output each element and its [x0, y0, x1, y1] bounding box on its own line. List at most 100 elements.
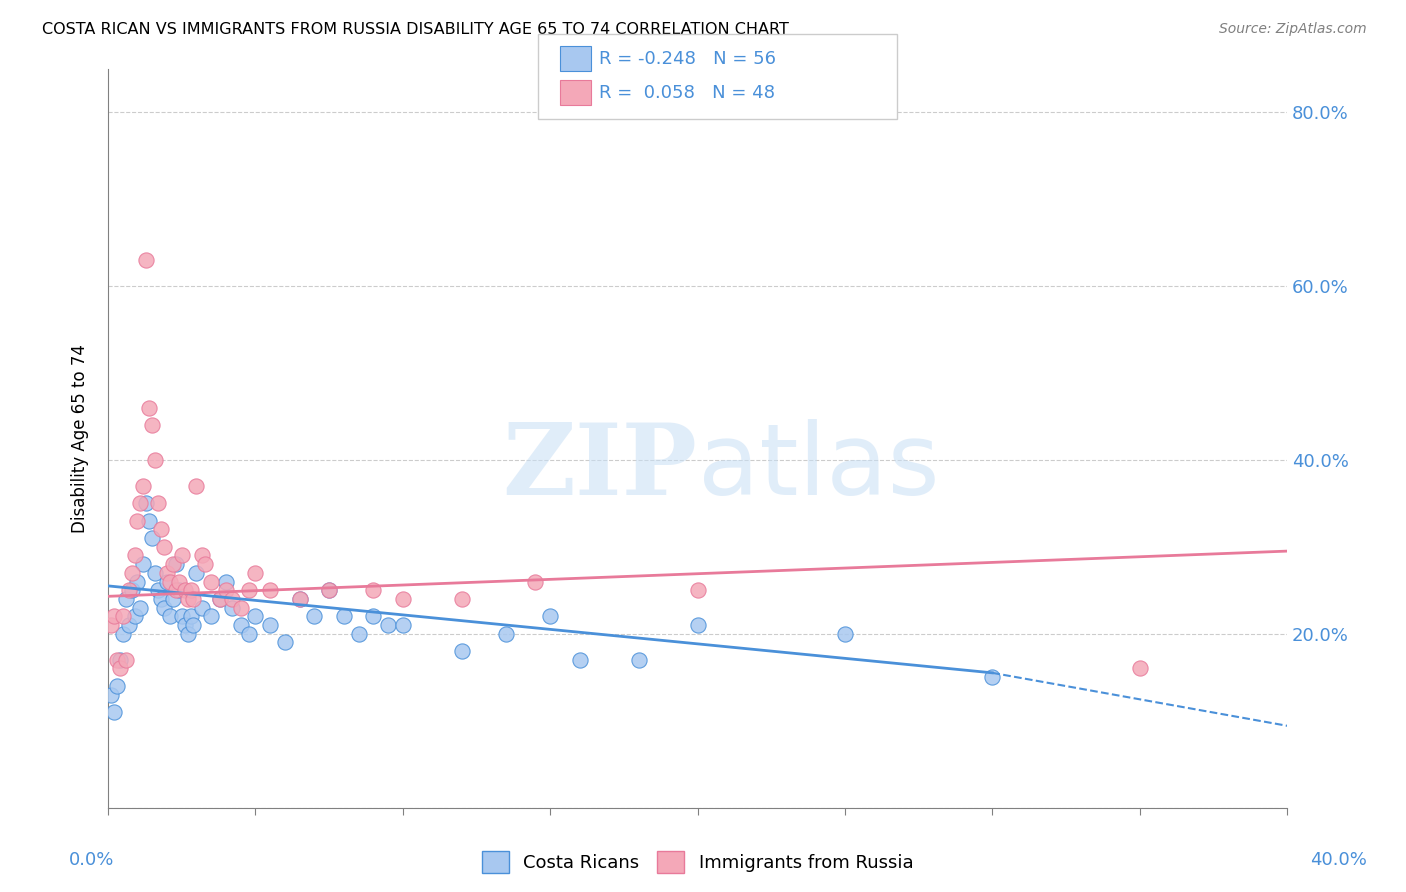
Point: [141, 417, 163, 432]
Point: [150, 591, 173, 606]
Point: [450, 591, 472, 606]
Point: [100, 688, 122, 702]
Point: [173, 583, 195, 598]
Point: [1129, 661, 1152, 675]
Point: [132, 557, 155, 571]
Point: [121, 566, 143, 580]
Point: [156, 566, 179, 580]
Point: [111, 626, 134, 640]
Point: [288, 591, 311, 606]
Point: [524, 574, 547, 589]
Point: [111, 609, 134, 624]
Point: [333, 609, 356, 624]
Point: [568, 653, 591, 667]
Point: [245, 566, 267, 580]
Point: [194, 557, 217, 571]
Point: [127, 514, 149, 528]
Point: [391, 618, 413, 632]
Point: [686, 583, 709, 598]
Point: [103, 705, 125, 719]
Point: [180, 583, 202, 598]
Point: [981, 670, 1004, 684]
Point: [165, 583, 187, 598]
Point: [229, 618, 252, 632]
Point: [221, 600, 243, 615]
Point: [141, 531, 163, 545]
Text: atlas: atlas: [697, 419, 939, 516]
Point: [259, 583, 281, 598]
Point: [245, 609, 267, 624]
Point: [304, 609, 326, 624]
Point: [105, 653, 128, 667]
Point: [143, 566, 166, 580]
Point: [129, 496, 152, 510]
Point: [146, 583, 169, 598]
Point: [108, 661, 131, 675]
Point: [159, 574, 181, 589]
Point: [132, 479, 155, 493]
Point: [121, 583, 143, 598]
Point: [108, 653, 131, 667]
Point: [153, 540, 176, 554]
Point: [274, 635, 297, 649]
Text: 0.0%: 0.0%: [69, 851, 114, 869]
Point: [180, 609, 202, 624]
Text: Source: ZipAtlas.com: Source: ZipAtlas.com: [1219, 22, 1367, 37]
Legend: Costa Ricans, Immigrants from Russia: Costa Ricans, Immigrants from Russia: [474, 844, 921, 880]
Point: [114, 591, 136, 606]
Text: R =  0.058   N = 48: R = 0.058 N = 48: [599, 84, 775, 102]
Text: COSTA RICAN VS IMMIGRANTS FROM RUSSIA DISABILITY AGE 65 TO 74 CORRELATION CHART: COSTA RICAN VS IMMIGRANTS FROM RUSSIA DI…: [42, 22, 789, 37]
Text: ZIP: ZIP: [503, 419, 697, 516]
Point: [117, 618, 139, 632]
Point: [200, 609, 222, 624]
Point: [165, 557, 187, 571]
Point: [135, 252, 157, 267]
Point: [191, 549, 214, 563]
Point: [135, 496, 157, 510]
Point: [162, 557, 184, 571]
Point: [238, 583, 260, 598]
Point: [450, 644, 472, 658]
Point: [170, 609, 193, 624]
Point: [318, 583, 340, 598]
Point: [129, 600, 152, 615]
Point: [259, 618, 281, 632]
Point: [391, 591, 413, 606]
Point: [173, 618, 195, 632]
Point: [159, 609, 181, 624]
Point: [208, 591, 231, 606]
Point: [153, 600, 176, 615]
Point: [186, 566, 208, 580]
Point: [347, 626, 370, 640]
Point: [124, 549, 146, 563]
Point: [176, 626, 198, 640]
Point: [834, 626, 856, 640]
Point: [170, 549, 193, 563]
Point: [176, 591, 198, 606]
Point: [538, 609, 561, 624]
Point: [124, 609, 146, 624]
Point: [167, 583, 190, 598]
Point: [208, 591, 231, 606]
Point: [318, 583, 340, 598]
Point: [361, 583, 384, 598]
Point: [127, 574, 149, 589]
Point: [238, 626, 260, 640]
Point: [150, 522, 173, 536]
Point: [288, 591, 311, 606]
Point: [627, 653, 650, 667]
Point: [114, 653, 136, 667]
Point: [103, 609, 125, 624]
Point: [156, 574, 179, 589]
Text: R = -0.248   N = 56: R = -0.248 N = 56: [599, 50, 776, 68]
Point: [377, 618, 399, 632]
Point: [229, 600, 252, 615]
Point: [183, 591, 205, 606]
Point: [686, 618, 709, 632]
Text: 40.0%: 40.0%: [1310, 851, 1367, 869]
Point: [495, 626, 517, 640]
Point: [138, 401, 160, 415]
Point: [100, 618, 122, 632]
Point: [191, 600, 214, 615]
Point: [146, 496, 169, 510]
